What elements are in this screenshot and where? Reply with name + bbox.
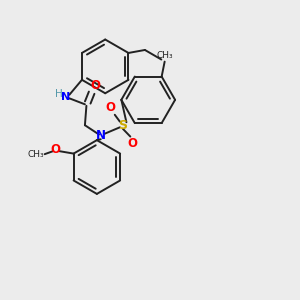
Text: CH₃: CH₃ [28, 150, 45, 159]
Text: O: O [51, 143, 61, 156]
Text: N: N [96, 129, 106, 142]
Text: O: O [127, 136, 137, 150]
Text: H: H [55, 88, 62, 99]
Text: CH₃: CH₃ [157, 51, 174, 60]
Text: O: O [105, 101, 115, 114]
Text: N: N [61, 92, 70, 101]
Text: S: S [118, 119, 127, 132]
Text: O: O [90, 79, 100, 92]
